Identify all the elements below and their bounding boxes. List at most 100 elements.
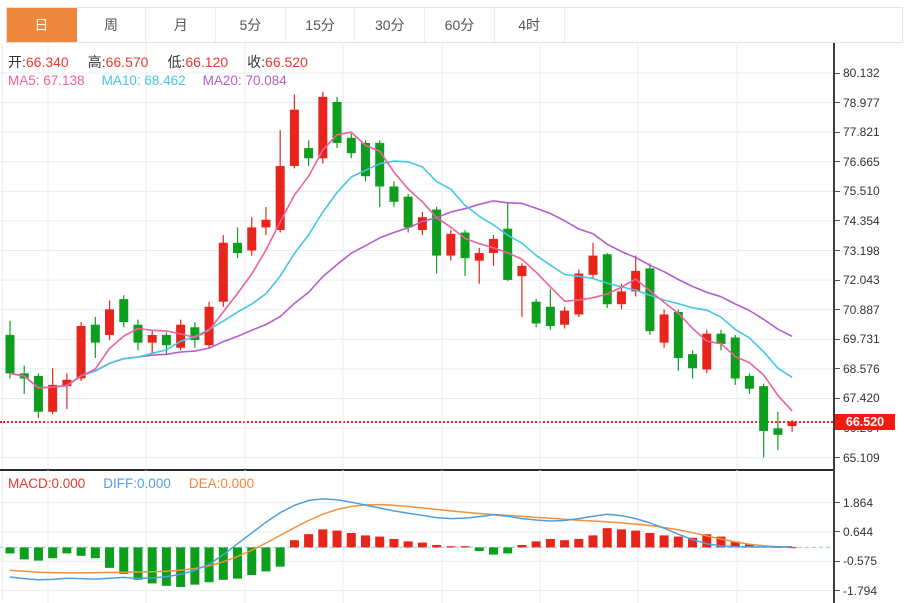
macd-histogram-bar	[716, 536, 726, 548]
candle-body	[744, 375, 754, 389]
candle-body	[332, 101, 342, 143]
current-price-line	[0, 420, 833, 423]
macd-histogram-bar	[119, 547, 129, 574]
axis-tick	[835, 338, 840, 340]
macd-histogram-bar	[5, 547, 15, 554]
macd-histogram-bar	[659, 535, 669, 548]
macd-histogram-bar	[645, 532, 655, 548]
price-tick-label: 73.198	[843, 243, 880, 258]
price-tick-label: 76.665	[843, 154, 880, 169]
current-price-badge: 66.520	[835, 413, 895, 430]
candle-body	[289, 109, 299, 166]
macd-histogram-bar	[33, 547, 43, 561]
macd-panel[interactable]: MACD:0.000 DIFF:0.000 DEA:0.000	[0, 470, 833, 603]
macd-histogram-bar	[19, 547, 29, 560]
candle-body	[759, 386, 769, 431]
ma20-readout: MA20: 70.084	[202, 73, 287, 88]
candle-body	[318, 96, 328, 159]
timeframe-tab-5[interactable]: 30分	[355, 8, 426, 42]
candle-body	[389, 186, 399, 202]
macd-value-readout: MACD:0.000	[8, 476, 86, 491]
axis-tick	[835, 250, 840, 252]
macd-histogram-bar	[346, 532, 356, 548]
candle-body	[460, 232, 470, 259]
candle-body	[631, 270, 641, 292]
low-label: 低:	[167, 54, 186, 70]
macd-histogram-bar	[588, 535, 598, 548]
candle-body	[417, 217, 427, 230]
candle-body	[773, 428, 783, 435]
axis-tick	[835, 502, 840, 504]
ma20-line	[9, 200, 793, 389]
axis-tick	[835, 368, 840, 370]
candle-body	[304, 148, 314, 159]
macd-histogram-bar	[702, 534, 712, 548]
macd-histogram-bar	[389, 538, 399, 548]
macd-tick-label: -0.575	[843, 554, 878, 569]
candle-body	[76, 325, 86, 379]
timeframe-tab-1[interactable]: 周	[77, 8, 147, 42]
ma10-readout: MA10: 68.462	[101, 73, 186, 88]
candle-body	[432, 209, 442, 256]
candle-body	[531, 301, 541, 324]
panel-separator	[0, 469, 833, 471]
macd-readout: MACD:0.000 DIFF:0.000 DEA:0.000	[8, 476, 272, 491]
macd-histogram-bar	[190, 547, 200, 585]
candle-body	[105, 309, 115, 335]
price-tick-label: 67.420	[843, 391, 880, 406]
ma5-readout: MA5: 67.138	[8, 73, 85, 88]
candle-body	[403, 196, 413, 228]
timeframe-tab-0[interactable]: 日	[7, 8, 77, 42]
macd-histogram-bar	[446, 546, 456, 548]
ma5-line	[9, 131, 793, 412]
axis-tick	[835, 72, 840, 74]
dea-value-readout: DEA:0.000	[188, 476, 255, 491]
axis-tick	[835, 161, 840, 163]
macd-histogram-bar	[560, 540, 570, 548]
candle-body	[161, 334, 171, 346]
high-value: 66.570	[105, 54, 149, 70]
macd-histogram-bar	[48, 547, 58, 559]
candle-body	[560, 310, 570, 325]
price-chart-panel[interactable]: 开:66.340 高:66.570 低:66.120 收:66.520 MA5: 67…	[0, 43, 833, 470]
timeframe-tab-7[interactable]: 4时	[495, 8, 565, 42]
macd-histogram-bar	[218, 547, 228, 580]
price-tick-label: 80.132	[843, 66, 880, 80]
timeframe-tab-2[interactable]: 月	[146, 8, 217, 42]
candle-body	[233, 242, 243, 254]
macd-histogram-bar	[375, 536, 385, 548]
timeframe-tab-4[interactable]: 15分	[286, 8, 356, 42]
candle-body	[346, 137, 356, 154]
axis-tick	[835, 220, 840, 222]
macd-histogram-bar	[62, 547, 72, 554]
low-value: 66.120	[185, 54, 229, 70]
macd-canvas[interactable]	[0, 470, 833, 603]
macd-histogram-bar	[275, 547, 285, 567]
axis-tick	[835, 590, 840, 591]
macd-histogram-bar	[161, 547, 171, 586]
high-label: 高:	[87, 54, 106, 70]
timeframe-tab-6[interactable]: 60分	[425, 8, 495, 42]
macd-histogram-bar	[133, 547, 143, 580]
macd-histogram-bar	[488, 547, 498, 555]
candle-body	[261, 219, 271, 228]
candle-body	[62, 379, 72, 387]
candlestick-canvas[interactable]	[0, 43, 833, 470]
macd-histogram-bar	[531, 541, 541, 548]
candle-body	[645, 268, 655, 332]
macd-histogram-bar	[517, 544, 527, 548]
candle-body	[5, 334, 15, 374]
macd-histogram-bar	[730, 541, 740, 548]
candle-body	[574, 273, 584, 315]
timeframe-tab-3[interactable]: 5分	[216, 8, 286, 42]
candle-body	[33, 375, 43, 412]
candle-body	[488, 238, 498, 254]
price-tick-label: 78.977	[843, 95, 880, 110]
macd-histogram-bar	[105, 547, 115, 568]
candle-body	[503, 228, 513, 280]
axis-tick	[835, 457, 840, 459]
candle-body	[659, 314, 669, 343]
candle-body	[218, 242, 228, 302]
candle-body	[673, 311, 683, 358]
diff-value-readout: DIFF:0.000	[103, 476, 171, 491]
